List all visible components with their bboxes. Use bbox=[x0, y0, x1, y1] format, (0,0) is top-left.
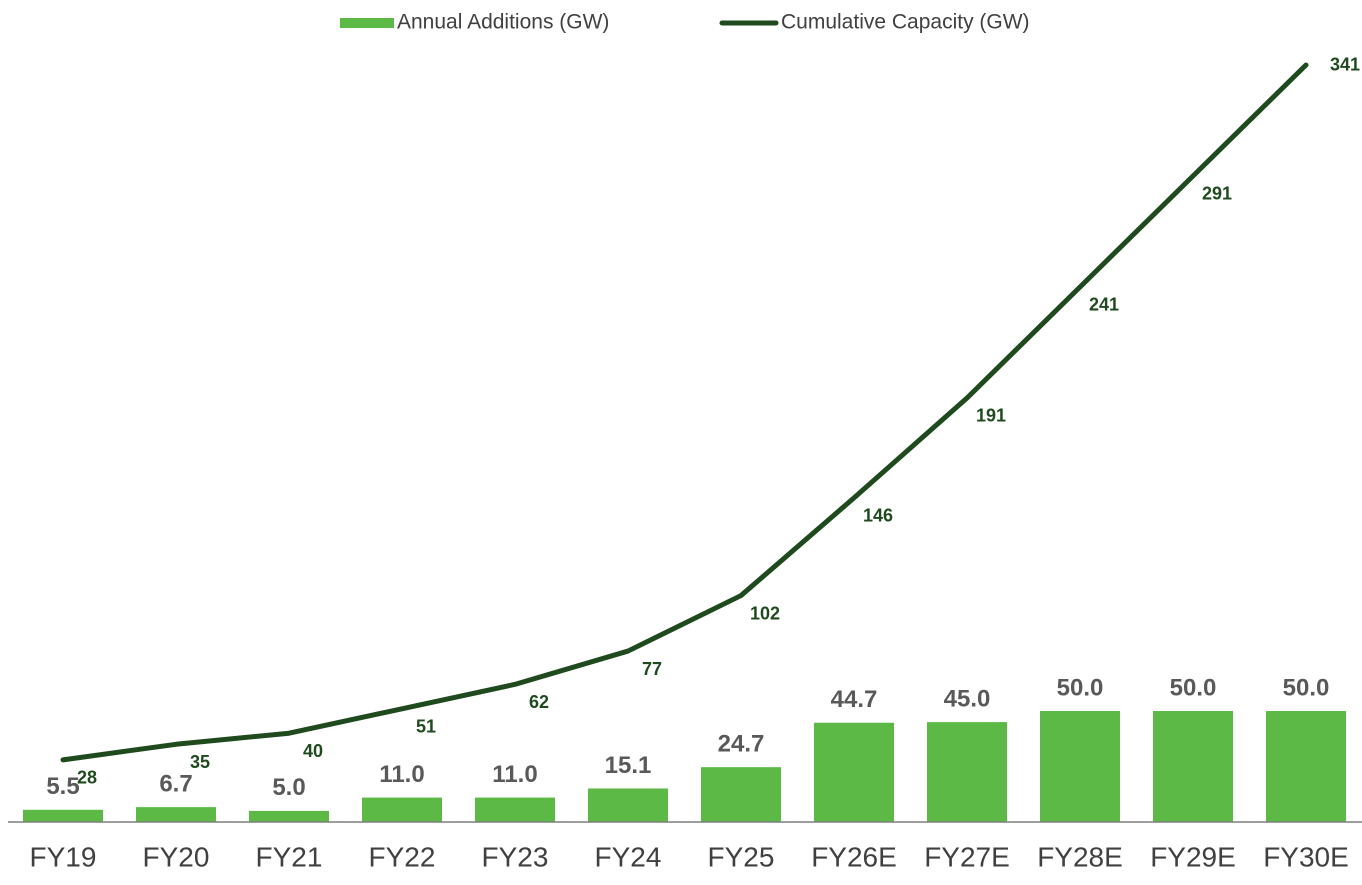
bar bbox=[1153, 711, 1233, 822]
bar-value-label: 6.7 bbox=[159, 770, 192, 797]
line-value-label: 102 bbox=[750, 603, 780, 623]
bar bbox=[701, 767, 781, 822]
bar-value-label: 24.7 bbox=[718, 731, 765, 758]
x-tick-label: FY29E bbox=[1150, 841, 1236, 872]
line-value-label: 191 bbox=[976, 406, 1006, 426]
line-value-label: 28 bbox=[77, 768, 97, 788]
bar bbox=[588, 788, 668, 822]
line-value-label: 35 bbox=[190, 752, 210, 772]
bar-value-label: 11.0 bbox=[492, 761, 537, 788]
line-value-label: 62 bbox=[529, 692, 549, 712]
legend-label: Annual Additions (GW) bbox=[397, 11, 609, 34]
bar bbox=[475, 797, 555, 822]
bar-value-label: 50.0 bbox=[1283, 674, 1330, 701]
bar bbox=[249, 810, 329, 822]
bar bbox=[814, 722, 894, 822]
x-tick-label: FY25 bbox=[708, 841, 775, 872]
bar bbox=[1040, 711, 1120, 822]
line-value-label: 51 bbox=[416, 717, 436, 737]
x-tick-label: FY20 bbox=[143, 841, 210, 872]
line-value-label: 291 bbox=[1202, 184, 1232, 204]
x-tick-label: FY30E bbox=[1263, 841, 1349, 872]
bar bbox=[927, 722, 1007, 822]
bar-value-label: 44.7 bbox=[831, 686, 878, 713]
line-value-label: 146 bbox=[863, 506, 893, 526]
bar-value-label: 5.5 bbox=[46, 773, 79, 800]
legend-label: Cumulative Capacity (GW) bbox=[781, 11, 1030, 34]
bar-value-label: 5.0 bbox=[272, 774, 305, 801]
legend-swatch bbox=[340, 18, 394, 28]
line-value-label: 241 bbox=[1089, 295, 1119, 315]
bar-value-label: 50.0 bbox=[1170, 674, 1217, 701]
bar bbox=[23, 809, 103, 822]
x-tick-label: FY24 bbox=[595, 841, 662, 872]
bar bbox=[1266, 711, 1346, 822]
line bbox=[60, 62, 1309, 763]
line-value-label: 40 bbox=[303, 741, 323, 761]
bar-value-label: 11.0 bbox=[379, 761, 424, 788]
x-tick-label: FY26E bbox=[811, 841, 897, 872]
bar bbox=[136, 807, 216, 822]
x-tick-label: FY22 bbox=[369, 841, 436, 872]
x-tick-label: FY28E bbox=[1037, 841, 1123, 872]
x-tick-label: FY21 bbox=[256, 841, 323, 872]
x-tick-label: FY19 bbox=[30, 841, 97, 872]
line-value-label: 77 bbox=[642, 659, 662, 679]
x-tick-label: FY23 bbox=[482, 841, 549, 872]
bar-value-label: 45.0 bbox=[944, 685, 991, 712]
bar-value-label: 50.0 bbox=[1057, 674, 1104, 701]
bar bbox=[362, 797, 442, 822]
bar-value-label: 15.1 bbox=[605, 752, 652, 779]
x-tick-label: FY27E bbox=[924, 841, 1010, 872]
line-value-label: 341 bbox=[1330, 55, 1360, 75]
